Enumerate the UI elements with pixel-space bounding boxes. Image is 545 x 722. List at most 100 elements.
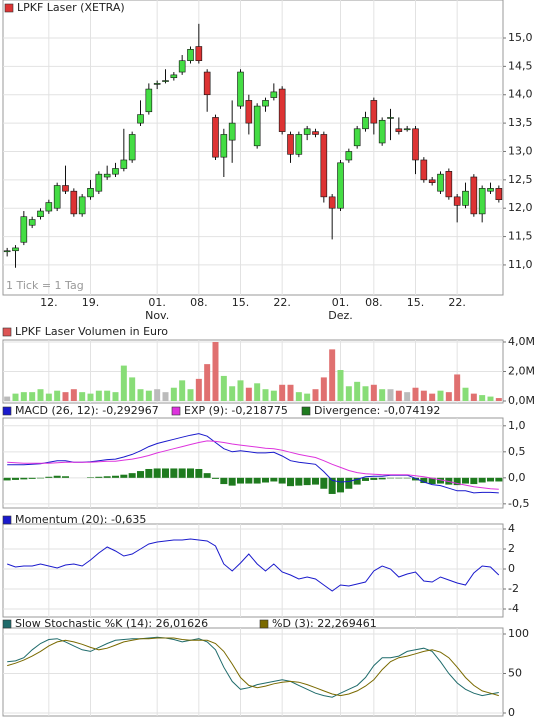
volume-bar [470, 393, 477, 402]
candle-body [412, 128, 419, 161]
candle-body [362, 117, 369, 130]
volume-bar [437, 390, 444, 402]
legend-label: EXP (9): -0,218775 [184, 404, 288, 417]
candle-body [437, 173, 444, 192]
x-tick-label: 01. [148, 296, 166, 309]
divergence-bar [20, 477, 28, 480]
volume-bar [70, 389, 77, 402]
volume-bar [395, 390, 402, 402]
x-tick-label: 12. [40, 296, 58, 309]
volume-bar [354, 381, 361, 402]
volume-bar [87, 393, 94, 402]
divergence-bar [87, 477, 94, 478]
candle-body [37, 210, 44, 218]
divergence-bar [112, 475, 119, 478]
candle-body [62, 185, 69, 192]
volume-bar [79, 392, 86, 402]
x-tick-label: 15. [232, 296, 250, 309]
legend-label: Divergence: -0,074192 [314, 404, 440, 417]
volume-bar [304, 393, 311, 402]
series-line [7, 440, 499, 490]
candle-body [353, 128, 361, 147]
volume-bar [337, 370, 344, 402]
candle-body [428, 179, 436, 183]
volume-bar [495, 398, 502, 402]
candle-body [303, 128, 311, 135]
volume-bar [370, 384, 377, 402]
divergence-bar [37, 477, 44, 479]
legend-swatch [171, 406, 181, 416]
series-line [7, 637, 499, 697]
candle-body [403, 128, 411, 131]
divergence-bar [137, 471, 144, 478]
candle-body [3, 250, 11, 253]
candle-body [328, 196, 336, 209]
candle-body [145, 88, 153, 113]
legend-label: Momentum (20): -0,635 [15, 513, 146, 526]
candle-body [420, 159, 428, 181]
candle-body [495, 188, 503, 200]
annotation: 1 Tick = 1 Tag [6, 279, 84, 292]
candle-body [78, 196, 86, 215]
y-tick-label: 11,0 [508, 258, 533, 271]
divergence-bar [253, 477, 261, 484]
candle-body [453, 196, 461, 206]
divergence-bar [437, 477, 444, 484]
volume-bar [245, 387, 252, 402]
legend-swatch [2, 406, 12, 416]
y-tick-label: 12,0 [508, 201, 533, 214]
volume-bar [112, 392, 119, 402]
legend-swatch [2, 619, 12, 629]
y-tick-label: 13,5 [508, 116, 533, 129]
divergence-bar [387, 477, 394, 479]
divergence-bar [95, 476, 103, 478]
candle-body [228, 122, 236, 141]
candle-body [478, 188, 486, 215]
divergence-bar [303, 477, 311, 486]
x-month-label: Nov. [145, 309, 169, 322]
panel-frame [2, 523, 504, 618]
volume-bar [412, 387, 419, 402]
volume-bar [229, 386, 236, 402]
divergence-bar [462, 477, 469, 484]
divergence-bar [412, 477, 419, 481]
legend-swatch [2, 515, 12, 525]
candle-body [178, 60, 186, 73]
y-tick-label: 100 [508, 627, 529, 640]
volume-bar [454, 374, 461, 402]
volume-bar [487, 396, 494, 402]
divergence-bar [120, 474, 128, 478]
panel-frame [2, 417, 504, 509]
panel-frame [2, 627, 504, 717]
y-tick-label: 0,0 [508, 471, 526, 484]
candle-body [445, 171, 453, 198]
candle-body [378, 119, 386, 144]
divergence-bar [28, 477, 36, 479]
divergence-bar [320, 477, 328, 489]
volume-bar [120, 365, 127, 402]
volume-bar [54, 390, 61, 402]
candle-body [187, 49, 194, 62]
candle-body [87, 188, 94, 198]
candle-body [203, 71, 211, 96]
volume-bar [445, 392, 452, 402]
series-line [7, 538, 500, 592]
legend-swatch [4, 3, 14, 13]
volume-bar [95, 390, 102, 402]
divergence-bar [287, 477, 294, 487]
divergence-bar [145, 468, 153, 478]
volume-bar [45, 393, 52, 402]
volume-bar [179, 380, 186, 402]
candle-body [312, 131, 319, 135]
divergence-bar [278, 477, 286, 484]
divergence-bar [203, 473, 211, 478]
divergence-bar [378, 477, 386, 480]
x-tick-label: 22. [273, 296, 291, 309]
candle-body [337, 162, 344, 209]
candle-body [345, 151, 353, 161]
divergence-bar [453, 477, 461, 486]
volume-bar [37, 389, 44, 402]
divergence-bar [228, 477, 236, 486]
candle-body [137, 114, 144, 124]
